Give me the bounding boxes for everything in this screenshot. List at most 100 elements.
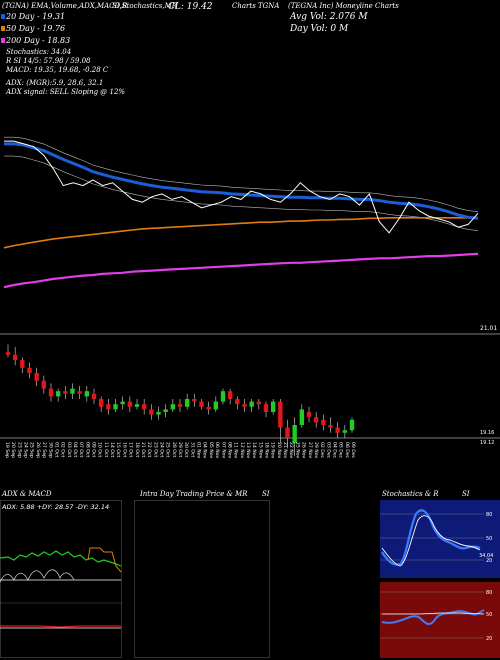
candle-up [220, 391, 226, 402]
candle-down [192, 399, 197, 402]
stoch-si: SI [462, 490, 470, 498]
date-tick-label: 27 Nov [307, 442, 313, 459]
candle-down [106, 404, 111, 410]
candle-down [321, 419, 326, 425]
date-tick-label: 02 Oct [60, 442, 66, 457]
date-tick-label: 25 Nov [294, 442, 300, 459]
ema200-swatch [1, 38, 5, 43]
date-tick-label: 03 Oct [66, 442, 72, 457]
date-tick-label: 29 Oct [177, 442, 183, 457]
stoch-title: Stochastics & R [382, 490, 439, 498]
date-tick-label: 21 Nov [282, 442, 288, 459]
ema-price-chart [3, 136, 479, 289]
date-tick-label: 10 Oct [97, 442, 103, 457]
date-tick-label: 30 Sep [47, 442, 53, 458]
date-tick-label: 18 Nov [264, 442, 270, 459]
date-tick-label: 30 Oct [183, 442, 189, 457]
candle-down [41, 380, 47, 389]
ema-envelope-lower [4, 155, 479, 231]
date-tick-label: 19 Nov [270, 442, 276, 459]
adx-label: ADX: (MGR):5.9, 28.6, 32.1 [6, 79, 104, 87]
date-tick-label: 21 Oct [140, 442, 146, 457]
date-tick-label: 31 Oct [189, 442, 195, 457]
date-tick-label: 12 Nov [239, 442, 245, 459]
candle-up [84, 391, 90, 397]
ticker-line: (TGNA) EMA,Volume,ADX,MACD,R [2, 2, 128, 10]
date-tick-label: 08 Nov [226, 442, 232, 459]
date-tick-label: 23 Sep [16, 442, 22, 458]
candle-down [34, 373, 39, 381]
adx-plus-di-line [0, 550, 122, 567]
date-tick-label: 26 Nov [301, 442, 307, 459]
candle-down [335, 427, 340, 433]
ema50-swatch [1, 26, 5, 31]
rsi-background [380, 582, 500, 658]
candle-up [349, 419, 355, 431]
candle-down [149, 409, 154, 415]
candle-down [98, 399, 104, 407]
candle-up [249, 401, 254, 407]
candle-down [127, 401, 133, 407]
candle-up [55, 391, 61, 397]
candle-down [306, 412, 312, 418]
ema20-line [4, 142, 479, 220]
ema200-line [3, 252, 479, 289]
candle-down [313, 417, 319, 423]
candle-up [270, 401, 276, 412]
rsi-tick-50: 50 [486, 612, 492, 618]
stochastics-panel: 80 50 20 34.04 80 50 20 [380, 500, 500, 658]
candle-down [285, 427, 290, 438]
date-tick-label: 06 Nov [214, 442, 220, 459]
date-tick-label: 24 Oct [159, 442, 165, 457]
date-tick-label: 20 Sep [10, 442, 16, 458]
stochastics-label: Stochastics: 34.04 [6, 48, 72, 56]
candle-up [163, 409, 168, 412]
date-tick-label: 22 Oct [146, 442, 152, 457]
candle-down [199, 401, 204, 407]
rsi-signal-line [382, 612, 485, 615]
ema20-swatch [1, 14, 5, 19]
candle-up [70, 388, 75, 394]
date-tick-label: 05 Nov [208, 442, 214, 459]
stoch-background [380, 500, 500, 578]
rsi-tick-20: 20 [486, 636, 492, 642]
avg-vol-label: Avg Vol: 2.076 M [290, 12, 368, 22]
stoch-tick-20: 20 [486, 558, 492, 564]
close-label: CL: 19.42 [168, 2, 213, 12]
candle-down [91, 393, 97, 399]
candle-down [206, 406, 211, 410]
date-tick-label: 27 Sep [41, 442, 47, 458]
candle-down [48, 388, 54, 397]
macd-line [0, 625, 121, 628]
candle-up [120, 401, 125, 405]
price-line [4, 140, 479, 234]
price-label-a: 19.16 [480, 430, 494, 436]
ema50-line [3, 217, 478, 249]
ema20-label: 20 Day - 19.31 [6, 12, 66, 21]
candle-down [328, 425, 333, 428]
date-tick-label: 15 Nov [257, 442, 263, 459]
date-tick-label: 20 Nov [276, 442, 282, 459]
date-tick-label: 08 Oct [84, 442, 90, 457]
candle-up [213, 401, 219, 410]
date-tick-label: 19 Sep [4, 442, 10, 458]
adx-values: ADX: 5.88 +DY: 28.57 -DY: 32.14 [1, 503, 109, 511]
date-tick-label: 29 Nov [313, 442, 319, 459]
candle-down [63, 391, 68, 394]
date-tick-label: 15 Oct [115, 442, 121, 457]
price-label-top: 21.01 [480, 325, 497, 332]
candle-down [227, 391, 233, 399]
intraday-frame [134, 500, 270, 658]
date-tick-label: 07 Nov [220, 442, 226, 459]
date-tick-label: 04 Nov [202, 442, 208, 459]
date-tick-label: 25 Sep [29, 442, 35, 458]
candle-down [278, 401, 283, 428]
date-tick-label: 05 Dec [338, 442, 344, 459]
date-tick-label: 06 Dec [344, 442, 350, 459]
candle-down [235, 399, 240, 405]
date-tick-label: 14 Nov [251, 442, 257, 459]
candle-down [20, 360, 25, 368]
candle-up [156, 412, 161, 415]
candle-down [177, 404, 183, 407]
company-label: (TEGNA Inc) Moneyline Charts [288, 2, 399, 10]
